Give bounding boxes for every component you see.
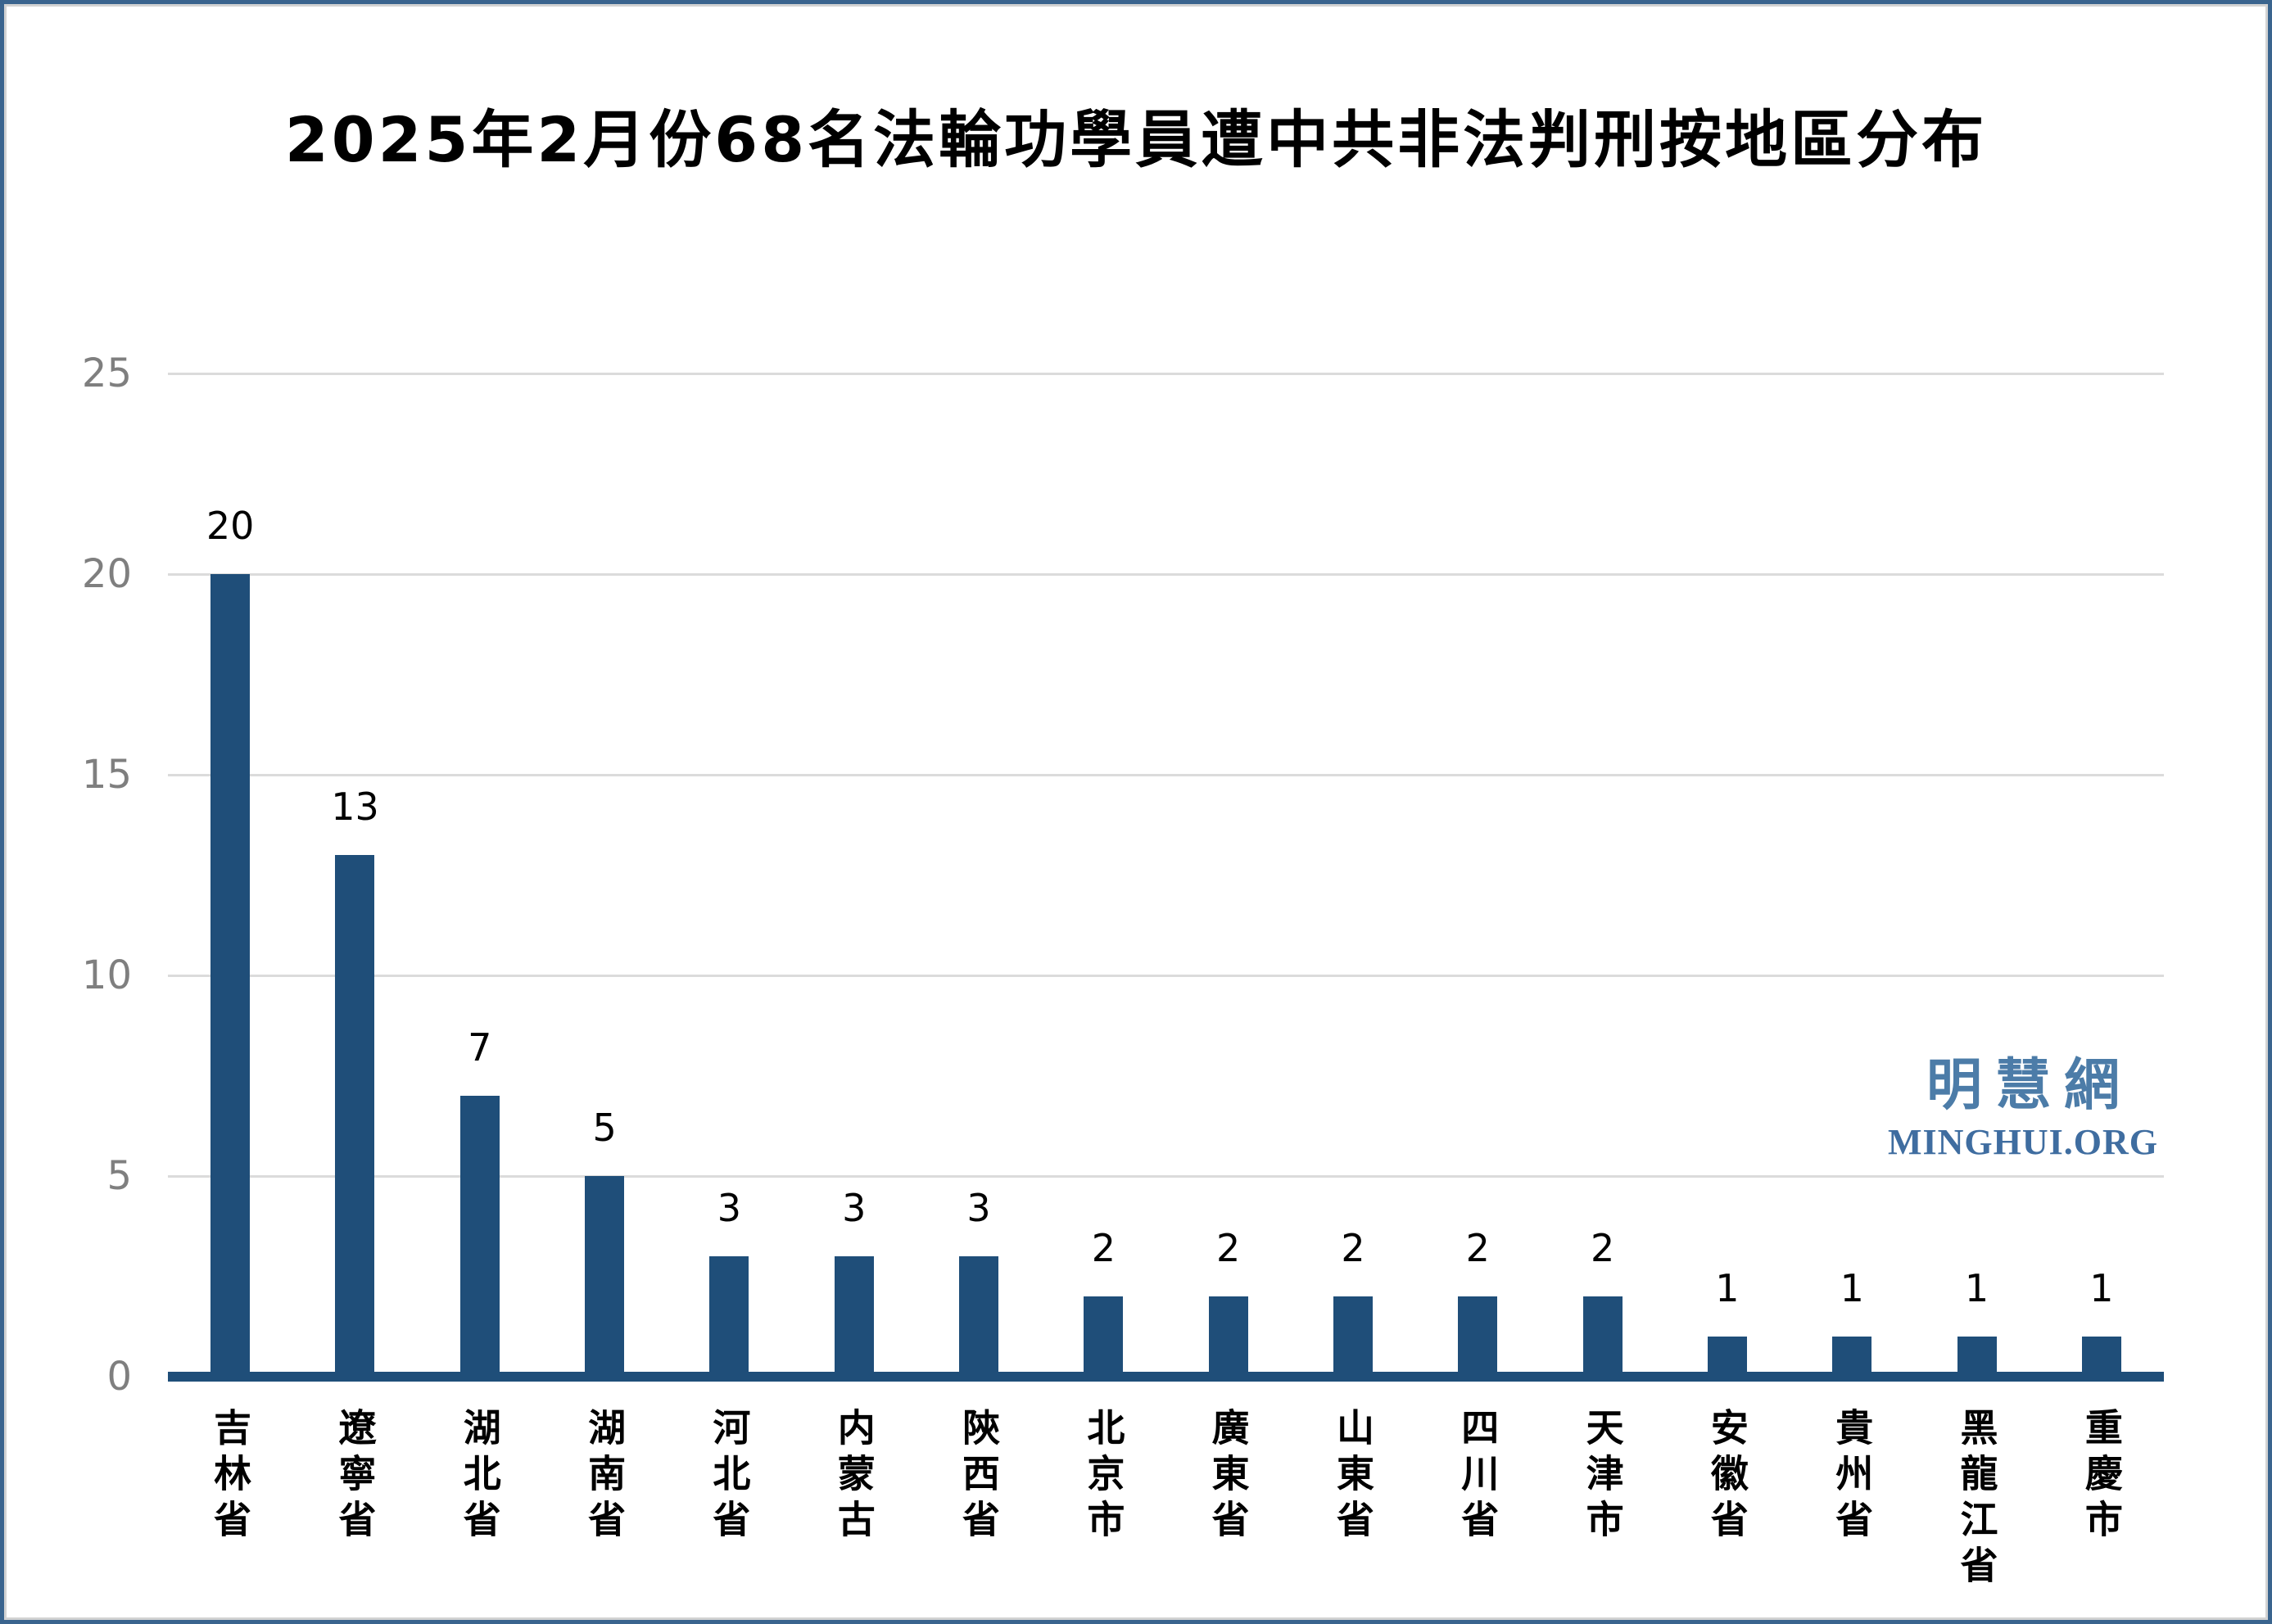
x-tick-label: 貴州省 — [1830, 1408, 1875, 1545]
x-tick-label: 廣東省 — [1206, 1408, 1251, 1545]
bar-slot: 5 — [542, 373, 667, 1377]
bar-value-label: 2 — [1341, 1226, 1365, 1270]
x-tick-label: 安徽省 — [1704, 1408, 1749, 1545]
y-tick-label: 15 — [81, 752, 132, 798]
bar-value-label: 3 — [717, 1186, 742, 1230]
bar — [1582, 1296, 1623, 1377]
bar — [1832, 1337, 1872, 1377]
gridline — [168, 1174, 2164, 1178]
x-tick-label: 湖北省 — [457, 1408, 502, 1545]
x-tick-label: 湖南省 — [582, 1408, 627, 1545]
bar — [2081, 1337, 2121, 1377]
bar-slot: 7 — [418, 373, 542, 1377]
bar-value-label: 2 — [1216, 1226, 1241, 1270]
bar — [1707, 1337, 1747, 1377]
bar — [1458, 1296, 1498, 1377]
bar-slot: 1 — [1665, 373, 1790, 1377]
bar — [1084, 1296, 1124, 1377]
bar — [1957, 1337, 1997, 1377]
x-tick-label: 陝西省 — [957, 1408, 1002, 1545]
bar-value-label: 20 — [206, 504, 255, 548]
gridline — [168, 572, 2164, 576]
bar-value-label: 2 — [1590, 1226, 1615, 1270]
bar — [1208, 1296, 1248, 1377]
y-tick-label: 25 — [81, 351, 132, 396]
y-tick-label: 20 — [81, 551, 132, 597]
gridline — [168, 372, 2164, 375]
watermark-latin-text: MINGHUI.ORG — [1888, 1122, 2158, 1162]
bar-value-label: 5 — [592, 1106, 617, 1150]
bar — [959, 1256, 999, 1377]
bar-value-label: 7 — [468, 1025, 492, 1070]
bar-value-label: 13 — [331, 785, 379, 829]
plot-area: 0 5 10 15 20 25 20 13 7 5 3 3 3 2 2 2 2 2 1 1 1 1 — [82, 354, 2164, 1396]
bar-value-label: 1 — [2089, 1266, 2114, 1310]
bar-slot: 3 — [667, 373, 791, 1377]
gridline — [168, 974, 2164, 977]
bar-value-label: 3 — [842, 1186, 867, 1230]
bar-slot: 1 — [1914, 373, 2039, 1377]
bar-value-label: 2 — [1465, 1226, 1490, 1270]
watermark: 明慧網 MINGHUI.ORG — [1888, 1055, 2158, 1163]
bar-slot: 3 — [792, 373, 916, 1377]
x-tick-label: 天津市 — [1580, 1408, 1625, 1545]
bar — [1333, 1296, 1373, 1377]
bar — [585, 1176, 625, 1377]
bar-slot: 2 — [1166, 373, 1291, 1377]
bar-slot: 2 — [1291, 373, 1415, 1377]
bar-slot: 3 — [916, 373, 1041, 1377]
x-tick-label: 山東省 — [1330, 1408, 1375, 1545]
x-tick-label: 北京市 — [1081, 1408, 1126, 1545]
x-axis-labels: 吉林省 遼寧省 湖北省 湖南省 河北省 内蒙古 陝西省 北京市 廣東省 山東省 四川省 天津市 安徽省 貴… — [168, 1408, 2164, 1620]
bar — [834, 1256, 874, 1377]
bar-slot: 2 — [1540, 373, 1664, 1377]
y-tick-label: 0 — [106, 1354, 132, 1400]
x-axis-line — [168, 1372, 2164, 1382]
bar — [335, 855, 375, 1377]
bar-value-label: 1 — [1715, 1266, 1740, 1310]
y-tick-label: 10 — [81, 952, 132, 998]
bar-value-label: 3 — [966, 1186, 991, 1230]
watermark-chinese-text: 明慧網 — [1926, 1053, 2133, 1118]
x-tick-label: 黑龍江省 — [1954, 1408, 1999, 1591]
bar-slot: 13 — [292, 373, 417, 1377]
bar-value-label: 1 — [1964, 1266, 1989, 1310]
x-tick-label: 吉林省 — [208, 1408, 253, 1545]
x-tick-label: 河北省 — [707, 1408, 752, 1545]
bar-slot: 2 — [1041, 373, 1165, 1377]
x-tick-label: 重慶市 — [2079, 1408, 2124, 1545]
bar-value-label: 2 — [1091, 1226, 1116, 1270]
bar — [709, 1256, 749, 1377]
bar-slot: 2 — [1415, 373, 1540, 1377]
gridline — [168, 773, 2164, 776]
bar-value-label: 1 — [1840, 1266, 1864, 1310]
y-tick-label: 5 — [106, 1153, 132, 1199]
bar — [459, 1096, 500, 1377]
bar-slot: 1 — [1790, 373, 1914, 1377]
x-tick-label: 遼寧省 — [333, 1408, 378, 1545]
bar-slot: 20 — [168, 373, 292, 1377]
bar-slot: 1 — [2039, 373, 2164, 1377]
bar — [210, 574, 251, 1377]
chart-title: 2025年2月份68名法輪功學員遭中共非法判刑按地區分布 — [284, 103, 1988, 176]
x-tick-label: 四川省 — [1455, 1408, 1500, 1545]
x-tick-label: 内蒙古 — [831, 1408, 876, 1545]
